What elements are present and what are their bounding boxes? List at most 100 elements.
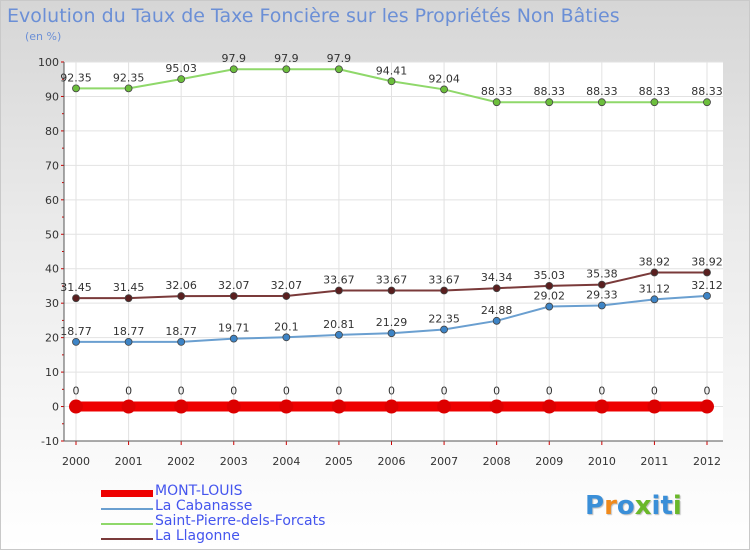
- data-point-la-cabanasse: [335, 330, 343, 339]
- data-point-la-llagonne: [440, 286, 448, 295]
- data-label-mont-louis: 0: [598, 385, 605, 398]
- x-tick-label: 2006: [378, 455, 406, 468]
- data-label-mont-louis: 0: [230, 385, 237, 398]
- data-point-saint-pierre-dels-forcats: [282, 65, 291, 74]
- x-tick-label: 2007: [430, 455, 458, 468]
- data-label-mont-louis: 0: [178, 385, 185, 398]
- data-label-la-cabanasse: 22.35: [428, 313, 460, 326]
- legend-swatch: [101, 523, 153, 525]
- data-point-la-llagonne: [177, 292, 186, 300]
- proxiti-logo: Proxiti: [585, 491, 682, 521]
- data-label-la-llagonne: 32.06: [165, 279, 197, 292]
- data-label-mont-louis: 0: [493, 385, 500, 398]
- data-point-mont-louis: [69, 399, 83, 414]
- data-point-la-llagonne: [124, 294, 133, 303]
- data-label-saint-pierre-dels-forcats: 88.33: [534, 85, 566, 98]
- logo-letter: r: [604, 491, 617, 521]
- data-label-la-llagonne: 35.38: [586, 268, 618, 281]
- data-label-saint-pierre-dels-forcats: 97.9: [274, 52, 299, 65]
- data-label-la-llagonne: 31.45: [60, 281, 92, 294]
- data-label-mont-louis: 0: [651, 385, 658, 398]
- y-tick-label: 0: [52, 401, 59, 414]
- data-point-la-llagonne: [597, 280, 606, 289]
- data-label-saint-pierre-dels-forcats: 92.35: [60, 71, 92, 84]
- data-point-la-cabanasse: [282, 333, 291, 342]
- data-point-la-cabanasse: [440, 325, 448, 334]
- data-point-saint-pierre-dels-forcats: [440, 85, 448, 94]
- data-label-la-llagonne: 33.67: [323, 274, 355, 287]
- data-label-la-llagonne: 32.07: [271, 279, 303, 292]
- data-point-la-llagonne: [387, 286, 396, 295]
- x-tick-label: 2010: [588, 455, 616, 468]
- data-label-saint-pierre-dels-forcats: 97.9: [327, 52, 352, 65]
- x-tick-label: 2003: [220, 455, 248, 468]
- logo-letter: i: [672, 491, 682, 521]
- data-label-mont-louis: 0: [283, 385, 290, 398]
- data-label-la-cabanasse: 31.12: [639, 282, 671, 295]
- legend-label: La Llagonne: [155, 528, 240, 544]
- data-point-mont-louis: [594, 399, 609, 414]
- data-label-saint-pierre-dels-forcats: 97.9: [222, 52, 247, 65]
- y-tick-label: 90: [45, 90, 59, 103]
- legend-swatch: [101, 508, 153, 510]
- y-axis-unit: (en %): [25, 30, 62, 43]
- data-label-la-cabanasse: 20.1: [274, 320, 299, 333]
- data-label-mont-louis: 0: [388, 385, 395, 398]
- data-label-mont-louis: 0: [73, 385, 80, 398]
- data-label-la-llagonne: 35.03: [534, 269, 566, 282]
- data-point-la-cabanasse: [229, 334, 238, 343]
- data-point-mont-louis: [121, 399, 136, 414]
- data-label-la-llagonne: 38.92: [691, 255, 723, 268]
- data-point-la-cabanasse: [492, 316, 501, 325]
- logo-letter: t: [660, 491, 673, 521]
- data-point-la-cabanasse: [650, 295, 659, 304]
- data-point-la-llagonne: [229, 292, 238, 300]
- data-label-mont-louis: 0: [125, 385, 132, 398]
- y-tick-label: -10: [41, 435, 59, 448]
- data-point-mont-louis: [489, 399, 504, 414]
- data-label-la-cabanasse: 19.71: [218, 322, 250, 335]
- y-tick-label: 100: [38, 56, 59, 69]
- data-point-mont-louis: [542, 399, 557, 414]
- data-label-la-llagonne: 38.92: [639, 255, 671, 268]
- data-label-saint-pierre-dels-forcats: 95.03: [165, 62, 197, 75]
- data-point-mont-louis: [700, 399, 714, 414]
- logo-letter: i: [651, 491, 661, 521]
- legend-label: MONT-LOUIS: [155, 483, 243, 499]
- data-label-la-llagonne: 33.67: [376, 274, 408, 287]
- legend-swatch: [101, 490, 153, 497]
- data-label-saint-pierre-dels-forcats: 88.33: [639, 85, 671, 98]
- data-point-la-llagonne: [650, 268, 659, 277]
- data-point-la-cabanasse: [387, 329, 396, 338]
- y-tick-label: 30: [45, 297, 59, 310]
- data-point-saint-pierre-dels-forcats: [335, 65, 343, 74]
- data-label-saint-pierre-dels-forcats: 94.41: [376, 64, 408, 77]
- data-point-saint-pierre-dels-forcats: [492, 98, 501, 107]
- logo-letter: x: [634, 491, 652, 521]
- data-point-la-cabanasse: [545, 302, 554, 311]
- data-label-saint-pierre-dels-forcats: 92.35: [113, 71, 145, 84]
- data-label-la-cabanasse: 18.77: [60, 325, 92, 338]
- chart-title: Evolution du Taux de Taxe Foncière sur l…: [7, 5, 620, 27]
- data-label-la-cabanasse: 18.77: [165, 325, 197, 338]
- x-tick-label: 2000: [62, 455, 90, 468]
- data-label-la-llagonne: 32.07: [218, 279, 250, 292]
- data-label-saint-pierre-dels-forcats: 88.33: [481, 85, 513, 98]
- data-point-la-llagonne: [703, 268, 711, 277]
- data-point-la-llagonne: [492, 284, 501, 293]
- data-point-mont-louis: [331, 399, 346, 414]
- data-label-saint-pierre-dels-forcats: 88.33: [586, 85, 618, 98]
- x-tick-label: 2004: [272, 455, 300, 468]
- data-label-mont-louis: 0: [335, 385, 342, 398]
- data-label-la-llagonne: 31.45: [113, 281, 145, 294]
- data-label-saint-pierre-dels-forcats: 88.33: [691, 85, 723, 98]
- legend-label: Saint-Pierre-dels-Forcats: [155, 513, 326, 529]
- y-tick-label: 50: [45, 228, 59, 241]
- x-tick-label: 2012: [693, 455, 721, 468]
- logo-letter: o: [616, 491, 635, 521]
- data-point-la-cabanasse: [703, 291, 711, 300]
- data-point-mont-louis: [437, 399, 452, 414]
- x-tick-label: 2008: [483, 455, 511, 468]
- data-point-saint-pierre-dels-forcats: [124, 84, 133, 93]
- data-point-saint-pierre-dels-forcats: [703, 98, 711, 107]
